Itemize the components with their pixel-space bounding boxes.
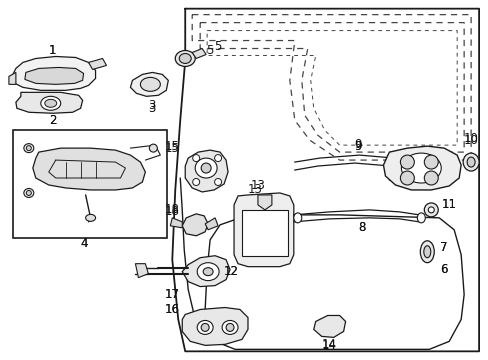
Ellipse shape [175,50,195,67]
Ellipse shape [466,157,474,167]
Ellipse shape [401,153,440,183]
Text: 9: 9 [353,140,361,153]
Text: 10: 10 [463,132,478,145]
Text: 4: 4 [81,237,88,250]
Ellipse shape [400,171,413,185]
Polygon shape [185,150,227,192]
Polygon shape [383,146,460,190]
Text: 6: 6 [440,263,447,276]
Ellipse shape [26,190,31,195]
Ellipse shape [45,99,57,107]
Text: 14: 14 [322,339,337,352]
Polygon shape [135,264,148,278]
Ellipse shape [197,320,213,334]
Ellipse shape [293,213,301,223]
Text: 8: 8 [357,221,365,234]
Ellipse shape [423,246,430,258]
Polygon shape [182,307,247,345]
Text: 12: 12 [223,265,238,278]
Text: 7: 7 [440,241,447,254]
Polygon shape [182,214,208,236]
Bar [13,130,167,238]
Text: 9: 9 [353,138,361,150]
Polygon shape [170,218,182,228]
Ellipse shape [149,144,157,152]
Text: 9: 9 [353,140,361,153]
Ellipse shape [225,323,234,332]
Polygon shape [130,72,168,96]
Text: 5: 5 [214,40,222,53]
Text: 12: 12 [223,265,238,278]
Text: 15: 15 [164,140,180,153]
Text: 13: 13 [250,180,265,193]
Ellipse shape [201,323,209,332]
Ellipse shape [214,179,221,185]
Polygon shape [182,256,229,287]
Text: 1: 1 [49,44,57,57]
Polygon shape [234,193,293,267]
Ellipse shape [41,96,61,110]
Ellipse shape [192,179,199,185]
Ellipse shape [214,154,221,162]
Polygon shape [313,315,345,337]
Ellipse shape [462,153,478,171]
Text: 17: 17 [164,288,180,301]
Ellipse shape [24,189,34,197]
Text: 16: 16 [164,303,180,316]
Text: 6: 6 [440,263,447,276]
Ellipse shape [424,203,437,217]
Text: 18: 18 [164,205,180,219]
Polygon shape [205,218,218,230]
Ellipse shape [26,146,31,150]
Ellipse shape [197,263,219,280]
Bar [242,210,287,256]
Polygon shape [192,49,206,58]
Polygon shape [13,57,95,90]
Ellipse shape [195,158,217,178]
Polygon shape [88,58,106,69]
Text: 2: 2 [49,114,57,127]
Ellipse shape [424,155,437,169]
Ellipse shape [420,241,433,263]
Text: 4: 4 [81,237,88,250]
Text: 11: 11 [441,198,456,211]
Ellipse shape [400,155,413,169]
Ellipse shape [179,54,191,63]
Ellipse shape [24,144,34,153]
Ellipse shape [222,320,238,334]
Text: 3: 3 [148,99,156,112]
Polygon shape [258,195,271,210]
Polygon shape [16,92,82,113]
Ellipse shape [416,213,425,223]
Text: 10: 10 [463,134,478,147]
Text: 3: 3 [148,102,156,115]
Ellipse shape [85,214,95,221]
Ellipse shape [192,154,199,162]
Ellipse shape [201,163,211,173]
Text: 13: 13 [247,184,262,197]
Ellipse shape [427,207,433,213]
Text: 2: 2 [49,114,57,127]
Polygon shape [9,72,16,84]
Text: 15: 15 [164,141,180,155]
Text: 18: 18 [164,203,180,216]
Text: 16: 16 [164,303,180,316]
Text: 17: 17 [164,288,180,301]
Text: 1: 1 [49,44,57,57]
Polygon shape [33,148,145,190]
Ellipse shape [140,77,160,91]
Ellipse shape [424,171,437,185]
Text: 14: 14 [322,338,337,351]
Polygon shape [25,67,83,84]
Text: 7: 7 [440,241,447,254]
Text: 11: 11 [441,198,456,211]
Text: 8: 8 [357,221,365,234]
Text: 5: 5 [206,44,213,57]
Ellipse shape [203,268,213,276]
